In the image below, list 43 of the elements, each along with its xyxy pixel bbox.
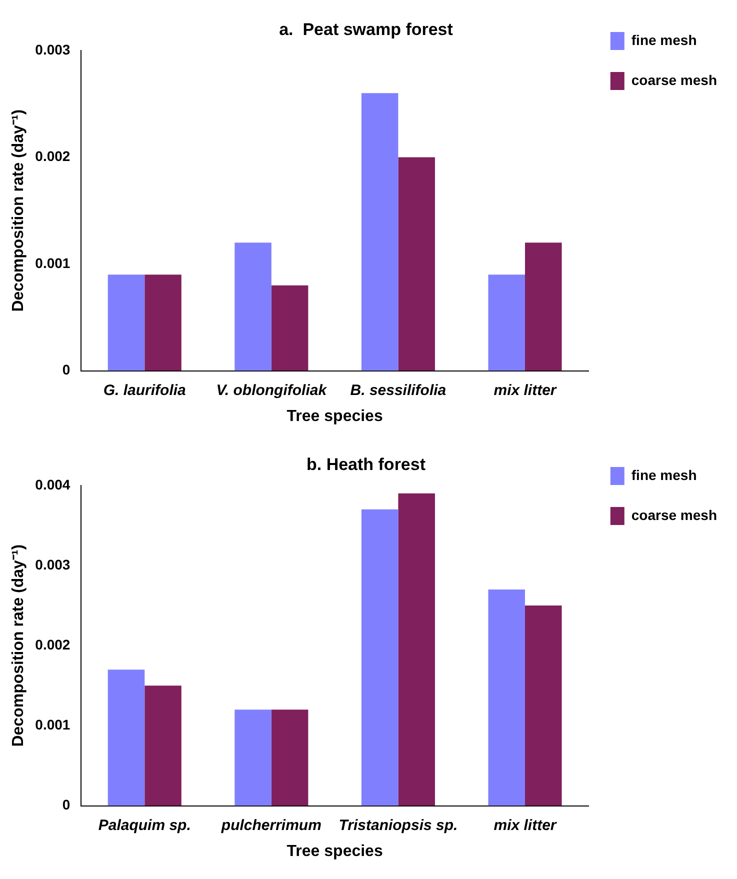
y-tick-label: 0 [62, 362, 70, 378]
bar [271, 285, 308, 371]
bar [398, 157, 435, 371]
x-tick-label: mix litter [494, 382, 558, 399]
x-tick-label: mix litter [494, 816, 558, 834]
bar [398, 493, 435, 806]
x-tick-label: Tristaniopsis sp. [338, 816, 458, 834]
x-tick-label: B. sessilifolia [350, 382, 446, 399]
x-axis-title: Tree species [286, 842, 383, 860]
y-axis-title: Decomposition rate (day⁻¹) [10, 544, 28, 747]
bar [525, 242, 562, 371]
chart-title: a. Peat swamp forest [279, 20, 454, 39]
bar [108, 670, 145, 806]
y-tick-label: 0.003 [35, 556, 70, 572]
bar [234, 242, 272, 371]
x-tick-label: G. laurifolia [103, 382, 186, 399]
bar [525, 606, 562, 806]
bar [361, 509, 398, 806]
x-axis-title: Tree species [286, 408, 383, 425]
bar [144, 274, 182, 371]
bar [361, 93, 398, 371]
bar [108, 274, 145, 371]
x-tick-label: pulcherrimum [220, 816, 322, 834]
legend-label: fine mesh [631, 32, 697, 48]
chart-title: b. Heath forest [306, 454, 426, 474]
x-tick-label: Palaquim sp. [98, 816, 191, 834]
bar [234, 710, 272, 806]
legend-label: coarse mesh [631, 506, 718, 523]
y-tick-label: 0.003 [35, 41, 70, 58]
bar [271, 710, 308, 806]
y-tick-label: 0 [62, 796, 70, 813]
y-axis-title: Decomposition rate (day⁻¹) [10, 109, 28, 312]
y-tick-label: 0.001 [35, 716, 70, 733]
x-tick-label: V. oblongifoliak [216, 382, 328, 399]
bar [488, 590, 525, 806]
bar [144, 686, 182, 806]
y-tick-label: 0.001 [35, 254, 70, 271]
legend-label: coarse mesh [631, 72, 718, 88]
legend-label: fine mesh [631, 466, 697, 483]
bar [488, 274, 525, 371]
y-tick-label: 0.004 [35, 476, 70, 492]
y-tick-label: 0.002 [35, 636, 70, 652]
y-tick-label: 0.002 [35, 148, 70, 164]
